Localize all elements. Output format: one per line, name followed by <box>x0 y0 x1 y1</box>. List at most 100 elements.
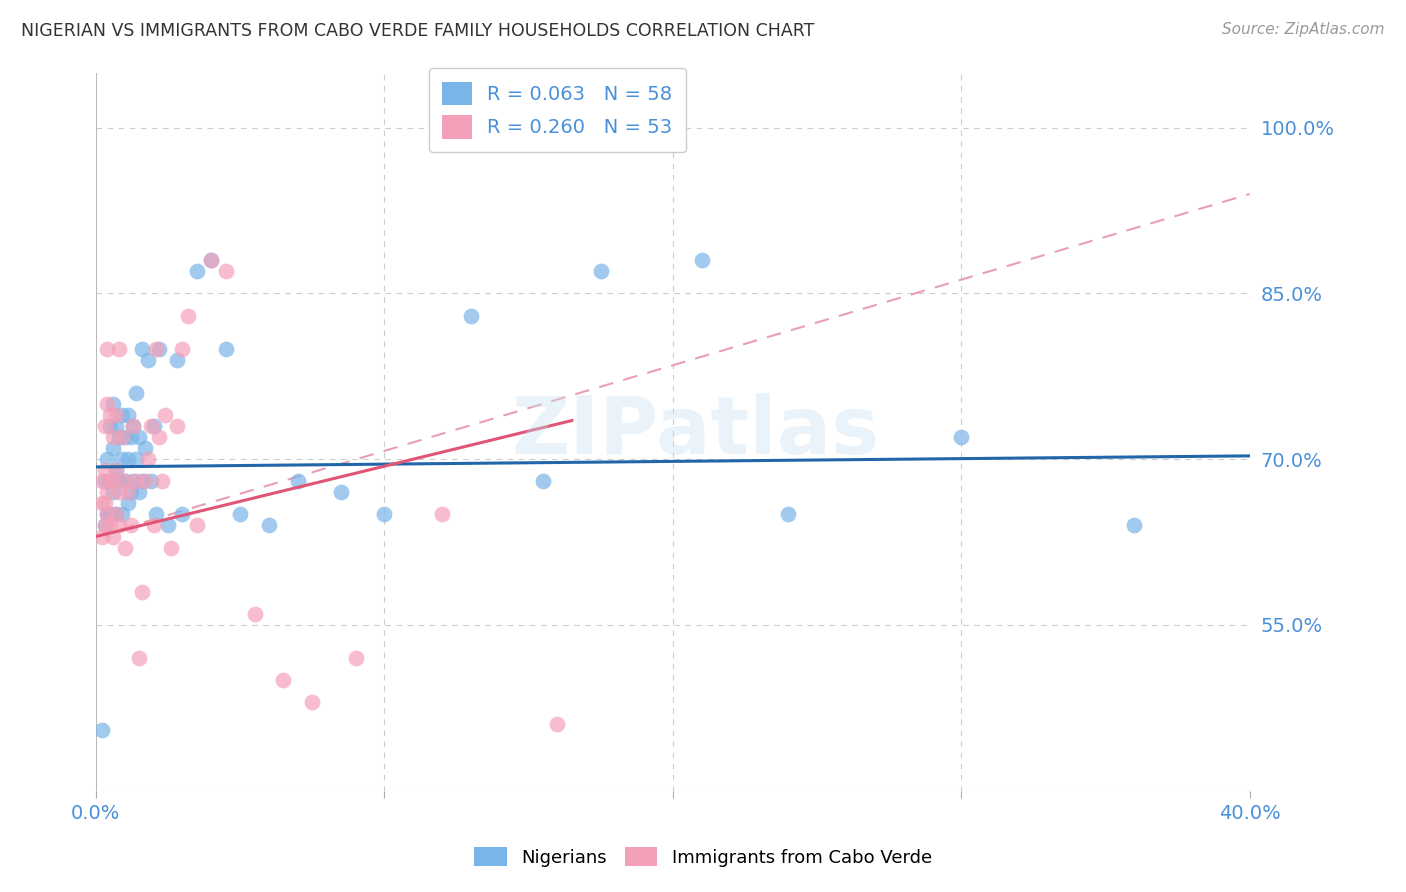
Point <box>103 397 125 411</box>
Point <box>134 441 156 455</box>
Point <box>105 463 128 477</box>
Point <box>117 485 139 500</box>
Point <box>128 651 150 665</box>
Point <box>142 419 165 434</box>
Point <box>186 518 208 533</box>
Point <box>172 342 194 356</box>
Point <box>103 441 125 455</box>
Point <box>98 508 121 522</box>
Point <box>125 385 148 400</box>
Point <box>145 342 167 356</box>
Point <box>229 508 252 522</box>
Point <box>108 518 131 533</box>
Point <box>108 342 131 356</box>
Text: Source: ZipAtlas.com: Source: ZipAtlas.com <box>1222 22 1385 37</box>
Point <box>153 408 176 422</box>
Point <box>172 508 194 522</box>
Point <box>96 452 118 467</box>
Point <box>108 475 131 489</box>
Legend: R = 0.063   N = 58, R = 0.260   N = 53: R = 0.063 N = 58, R = 0.260 N = 53 <box>429 68 686 153</box>
Point <box>96 485 118 500</box>
Point <box>114 475 136 489</box>
Point <box>200 253 222 268</box>
Point <box>136 452 159 467</box>
Point <box>93 419 115 434</box>
Point <box>125 475 148 489</box>
Point <box>1123 518 1146 533</box>
Point <box>373 508 395 522</box>
Point <box>166 419 188 434</box>
Point <box>96 342 118 356</box>
Point <box>148 430 170 444</box>
Point <box>128 485 150 500</box>
Point <box>108 430 131 444</box>
Point <box>122 419 145 434</box>
Point <box>460 309 482 323</box>
Point <box>145 508 167 522</box>
Point <box>93 518 115 533</box>
Point <box>98 518 121 533</box>
Point <box>131 475 153 489</box>
Point <box>778 508 800 522</box>
Point <box>200 253 222 268</box>
Point <box>131 342 153 356</box>
Point <box>134 475 156 489</box>
Point <box>93 518 115 533</box>
Point <box>120 485 142 500</box>
Point <box>98 475 121 489</box>
Point <box>105 508 128 522</box>
Point <box>120 518 142 533</box>
Point <box>120 430 142 444</box>
Point <box>131 584 153 599</box>
Point <box>108 485 131 500</box>
Point <box>93 463 115 477</box>
Point <box>96 508 118 522</box>
Point <box>114 475 136 489</box>
Point <box>117 496 139 510</box>
Point <box>287 475 309 489</box>
Point <box>142 518 165 533</box>
Point <box>160 541 183 555</box>
Point <box>98 408 121 422</box>
Point <box>157 518 180 533</box>
Point <box>243 607 266 621</box>
Point <box>93 475 115 489</box>
Point <box>111 508 134 522</box>
Point <box>125 452 148 467</box>
Point <box>166 352 188 367</box>
Point <box>114 541 136 555</box>
Point <box>117 408 139 422</box>
Point <box>122 419 145 434</box>
Point <box>103 475 125 489</box>
Point <box>98 419 121 434</box>
Point <box>150 475 173 489</box>
Point <box>301 695 323 709</box>
Point <box>177 309 200 323</box>
Point <box>139 419 162 434</box>
Point <box>139 475 162 489</box>
Point <box>122 475 145 489</box>
Point <box>105 508 128 522</box>
Point <box>103 430 125 444</box>
Point <box>105 419 128 434</box>
Point <box>105 408 128 422</box>
Point <box>93 496 115 510</box>
Point <box>98 475 121 489</box>
Point <box>430 508 453 522</box>
Point <box>330 485 353 500</box>
Point <box>103 485 125 500</box>
Point <box>105 463 128 477</box>
Point <box>111 452 134 467</box>
Point <box>90 496 112 510</box>
Point <box>90 529 112 543</box>
Point <box>257 518 280 533</box>
Point <box>950 430 973 444</box>
Point <box>546 717 568 731</box>
Point <box>111 430 134 444</box>
Point <box>96 508 118 522</box>
Point <box>186 264 208 278</box>
Point <box>690 253 713 268</box>
Point <box>96 397 118 411</box>
Point <box>344 651 367 665</box>
Point <box>589 264 612 278</box>
